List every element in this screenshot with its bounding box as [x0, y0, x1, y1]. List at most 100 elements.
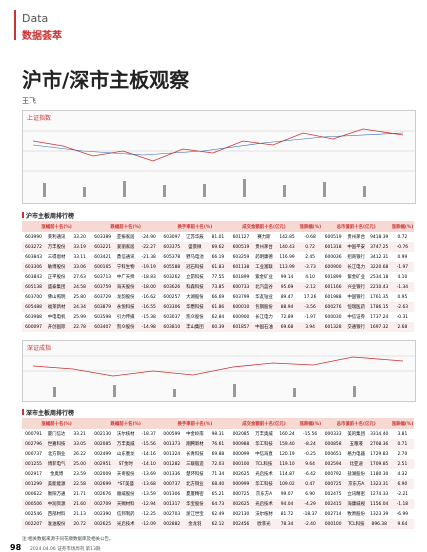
table-cell: 4.10: [305, 274, 315, 280]
column-header: 成交金额前十名(亿元): [229, 221, 299, 232]
table-cell: 中信海直: [255, 452, 273, 457]
table-cell: -16.62: [141, 294, 156, 300]
table-row: 603700 佛山照明 25.80 603729 龙韵股份 -16.62 600257 大湖股…: [22, 292, 414, 302]
table-cell: 顺威股份: [116, 492, 135, 497]
table-cell: 20.72: [68, 519, 92, 529]
table-cell: 600036: [324, 254, 342, 260]
column-header: 涨幅前十名(%): [22, 418, 92, 429]
table-cell: -13.69: [141, 471, 156, 477]
table-cell: 中电电机: [47, 315, 66, 320]
ranking-table: 涨幅前十名(%) 跌幅前十名(%) 换手率前十名(%) 成交金额前十名(亿元) 涨跌幅(…: [22, 221, 414, 332]
table-cell: 160.24: [279, 431, 295, 437]
table-cell: 0.95: [397, 294, 408, 300]
table-cell: -14.98: [137, 322, 161, 332]
index-chart: 上证指数: [22, 110, 416, 204]
table-row: 000791 厦门信达 33.21 002130 沃尔核材 -18.37 000599 中金岭…: [22, 429, 414, 439]
table-cell: 603843: [25, 274, 42, 280]
table-cell: 001299: [22, 479, 46, 489]
table-cell: 603700: [25, 294, 42, 300]
table-cell: -18.37: [303, 511, 318, 517]
table-cell: 2.68: [390, 322, 414, 332]
table-cell: 2.51: [390, 459, 414, 469]
section-cn: 数据荟萃: [22, 31, 62, 42]
table-cell: 120.19: [279, 451, 295, 457]
table-cell: 金龙羽: [183, 519, 207, 529]
table-cell: 601899: [232, 274, 250, 280]
table-cell: 欧菲光: [252, 519, 276, 529]
table-cell: 002676: [94, 491, 112, 497]
table-cell: -2.21: [396, 491, 409, 497]
table-cell: 盛景微: [183, 242, 207, 252]
table-cell: 002415: [321, 499, 345, 509]
table-cell: 3747.25: [367, 242, 391, 252]
table-cell: 603097: [163, 234, 181, 240]
table-cell: 华工科技: [252, 479, 276, 489]
table-cell: 000737: [25, 451, 42, 457]
table-cell: 17.26: [303, 294, 317, 300]
table-cell: 25.00: [68, 459, 92, 469]
table-cell: -21.38: [141, 254, 156, 260]
table-cell: 119.10: [275, 459, 299, 469]
table-cell: 爱丽家居: [114, 242, 138, 252]
table-cell: 603988: [25, 314, 42, 320]
table-cell: -2.40: [298, 519, 322, 529]
table-cell: 京东方A: [255, 492, 273, 497]
table-cell: 81.72: [280, 511, 294, 517]
table-cell: 601138: [229, 262, 253, 272]
table-cell: 2210.43: [367, 282, 391, 292]
table-row: 603988 中电电机 25.99 603598 引力传媒 -15.38 603037 凯众股…: [22, 312, 414, 322]
table-cell: 002594: [321, 459, 345, 469]
table-cell: 大湖股份: [186, 295, 204, 300]
table-cell: 600519: [229, 242, 253, 252]
table-cell: 中润资源: [45, 499, 69, 509]
table-cell: 600165: [91, 262, 115, 272]
table-cell: 27.63: [73, 274, 86, 280]
table-cell: 33.11: [73, 254, 86, 260]
table-cell: 603272: [22, 242, 46, 252]
table-cell: 33.06: [68, 262, 92, 272]
column-header: 跌幅前十名(%): [91, 418, 161, 429]
column-header: 涨幅前十名(%): [22, 221, 92, 232]
table-cell: -19.19: [137, 262, 161, 272]
table-cell: 000651: [324, 451, 342, 457]
table-cell: 1274.33: [370, 491, 389, 497]
table-cell: 605588: [160, 262, 184, 272]
chart-label: 上证指数: [27, 115, 52, 122]
table-cell: 3314.40: [370, 431, 389, 437]
table-cell: 敏博股份: [45, 262, 69, 272]
table-cell: -8.24: [298, 439, 322, 449]
table-cell: 1709.85: [367, 459, 391, 469]
article-title: 沪市/深市主板观察: [22, 68, 190, 92]
table-cell: -16.55: [137, 302, 161, 312]
table-cell: 9418.39: [370, 234, 389, 240]
table-cell: 衡阳万通: [47, 492, 66, 497]
table-cell: 格力电器: [347, 452, 365, 457]
table-cell: 72.89: [280, 314, 294, 320]
table-cell: -13.68: [137, 479, 161, 489]
table-cell: 95.69: [275, 282, 299, 292]
table-cell: 603375: [160, 242, 184, 252]
table-cell: 亚振家居: [116, 235, 135, 240]
table-cell: 98.31: [211, 431, 225, 437]
table-cell: 1761.35: [370, 294, 389, 300]
table-cell: 21.60: [68, 499, 92, 509]
table-cell: 603306: [22, 262, 46, 272]
table-row: 002546 西部材料 21.13 002390 信邦制药 -12.25 002703 浙江世…: [22, 509, 414, 519]
table-cell: 001282: [160, 459, 184, 469]
table-cell: -4.29: [298, 499, 322, 509]
column-header: 换手率前十名(%): [160, 418, 230, 429]
table-cell: -14.16: [141, 451, 156, 457]
issue-info: 2024.04.06 证券市场周刊 第13期: [30, 547, 101, 552]
table-cell: 贵州茅台: [252, 242, 276, 252]
table-cell: 美能能源: [45, 479, 69, 489]
table-cell: 002796: [22, 439, 46, 449]
table-cell: 000999: [229, 479, 253, 489]
table-cell: 601857: [229, 322, 253, 332]
table-cell: 605138: [22, 282, 46, 292]
table-row: 603990 莱利通讯 33.20 603389 亚振家居 -24.90 603097 江苏华…: [22, 232, 414, 242]
table-cell: 1323.31: [367, 479, 391, 489]
table-row: 001299 美能能源 22.58 002699 *ST美盛 -13.68 000737 北方…: [22, 479, 414, 489]
table-cell: 603810: [160, 322, 184, 332]
table-cell: 24.34: [68, 302, 92, 312]
table-cell: 000858: [321, 439, 345, 449]
